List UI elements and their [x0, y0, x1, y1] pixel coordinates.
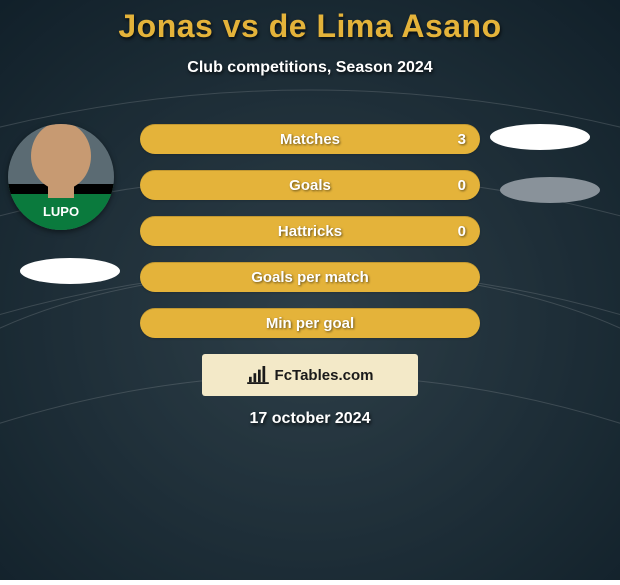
date-text: 17 october 2024	[250, 410, 371, 428]
stats-table: Matches 3 Goals 0 Hattricks 0 Goals per match M…	[140, 124, 480, 354]
pill-left	[20, 258, 120, 284]
bar-chart-icon	[247, 366, 269, 384]
stat-label: Goals per match	[251, 269, 369, 286]
stat-label: Goals	[289, 177, 331, 194]
pill-right-2	[500, 177, 600, 203]
stat-label: Matches	[280, 131, 340, 148]
stat-label: Hattricks	[278, 223, 342, 240]
page-title: Jonas vs de Lima Asano	[0, 0, 620, 45]
jersey-sponsor-text: LUPO	[43, 204, 79, 219]
stat-value-right: 0	[458, 177, 466, 194]
stat-row: Matches 3	[140, 124, 480, 154]
stat-row: Goals per match	[140, 262, 480, 292]
stat-row: Goals 0	[140, 170, 480, 200]
pill-right-1	[490, 124, 590, 150]
subtitle: Club competitions, Season 2024	[0, 59, 620, 77]
stat-value-right: 3	[458, 131, 466, 148]
brand-badge: FcTables.com	[202, 354, 418, 396]
avatar-player-left: LUPO	[8, 124, 114, 230]
stat-value-right: 0	[458, 223, 466, 240]
stat-label: Min per goal	[266, 315, 354, 332]
stat-row: Hattricks 0	[140, 216, 480, 246]
stat-row: Min per goal	[140, 308, 480, 338]
brand-text: FcTables.com	[275, 367, 374, 384]
